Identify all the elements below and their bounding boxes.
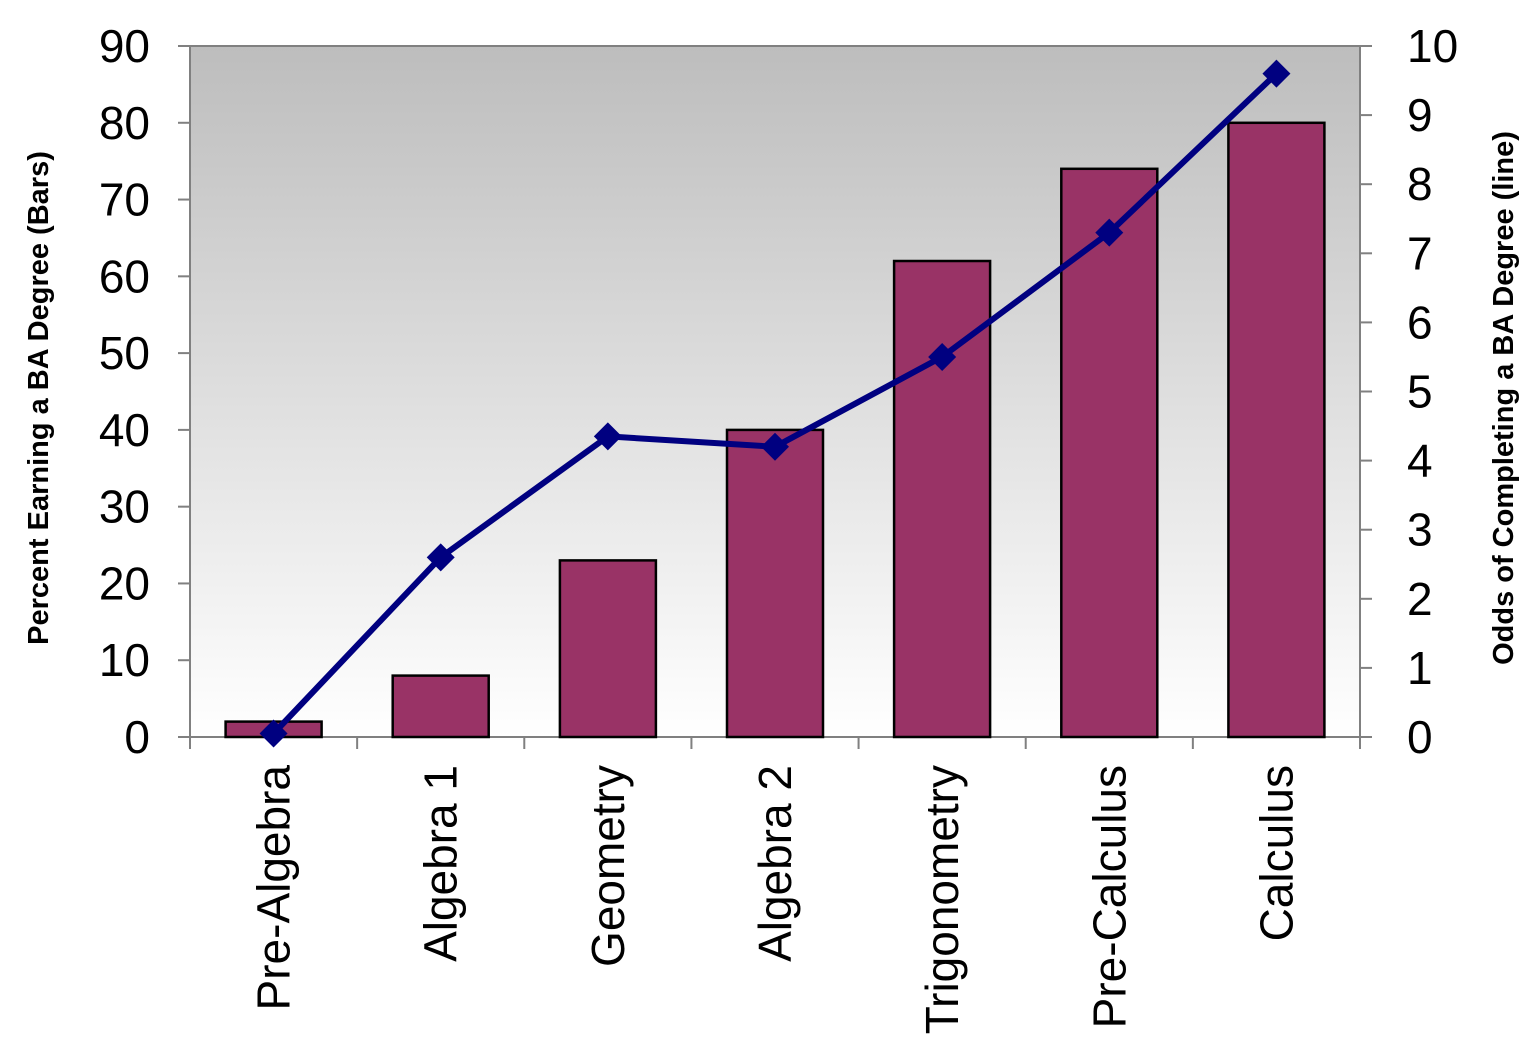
y-tick-label: 70 <box>99 174 150 226</box>
bars-layer <box>224 121 1326 739</box>
y-tick-label: 10 <box>99 634 150 686</box>
odds-marker <box>1262 59 1291 88</box>
axes-layer <box>178 45 1372 749</box>
category-label: Algebra 2 <box>749 765 801 962</box>
bar-calculus <box>1227 121 1326 739</box>
odds-marker <box>593 422 622 451</box>
y2-tick-label: 5 <box>1407 366 1433 418</box>
y2-tick-label: 10 <box>1407 20 1458 72</box>
y2-tick-label: 7 <box>1407 227 1433 279</box>
odds-marker <box>761 432 789 461</box>
y2-tick-label: 2 <box>1407 573 1433 625</box>
y2-tick-label: 0 <box>1407 711 1433 763</box>
line-layer <box>259 59 1291 748</box>
category-label: Geometry <box>582 765 634 967</box>
category-label: Pre-Algebra <box>248 765 300 1011</box>
y-tick-label: 60 <box>99 250 150 302</box>
bar-algebra-2 <box>725 428 825 739</box>
y2-tick-label: 8 <box>1407 158 1433 210</box>
y-tick-label: 80 <box>99 97 150 149</box>
odds-marker <box>928 342 957 371</box>
bar-geometry <box>558 559 658 739</box>
y2-tick-label: 9 <box>1407 89 1433 141</box>
y2-axis-title: Odds of Completing a BA Degree (line) <box>1488 131 1520 665</box>
category-label: Trigonometry <box>916 765 968 1034</box>
y-axis-title: Percent Earning a BA Degree (Bars) <box>23 151 55 645</box>
y-tick-label: 20 <box>99 557 150 609</box>
odds-marker <box>1095 218 1124 247</box>
category-label: Algebra 1 <box>415 765 467 962</box>
y-tick-label: 0 <box>124 711 150 763</box>
y-tick-label: 90 <box>99 20 150 72</box>
y-tick-label: 40 <box>99 404 150 456</box>
category-label: Calculus <box>1250 765 1302 941</box>
category-label: Pre-Calculus <box>1083 765 1135 1028</box>
y-tick-label: 50 <box>99 327 150 379</box>
y2-tick-label: 1 <box>1407 642 1433 694</box>
labels-layer: 0 10 20 30 40 50 60 70 80 90 0 1 2 3 4 5 6 7 8 9 10 Pre-Algeb… <box>99 20 1458 1034</box>
odds-marker <box>259 719 288 748</box>
y2-tick-label: 3 <box>1407 504 1433 556</box>
y2-tick-label: 6 <box>1407 296 1433 348</box>
bar-pre-calculus <box>1060 167 1159 739</box>
bar-algebra-1 <box>391 674 490 739</box>
y-tick-label: 30 <box>99 481 150 533</box>
odds-marker <box>426 543 455 572</box>
y2-tick-label: 4 <box>1407 435 1433 487</box>
bar-trigonometry <box>892 259 992 739</box>
